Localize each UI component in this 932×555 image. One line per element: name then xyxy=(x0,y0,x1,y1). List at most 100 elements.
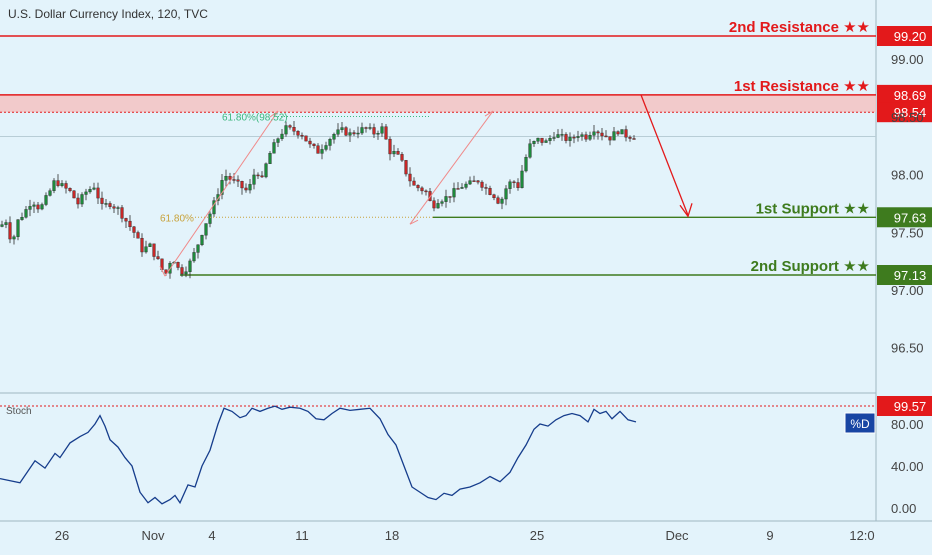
candle-body xyxy=(552,137,556,139)
fib-level-label-2: 61.80% xyxy=(160,213,194,224)
level-label-99.20: 2nd Resistance ★★ xyxy=(729,19,870,36)
candle-body xyxy=(268,152,272,164)
candle-body xyxy=(228,176,232,180)
price-badge-99.20 xyxy=(877,26,932,46)
candle-body xyxy=(128,220,132,228)
level-label-97.13: 2nd Support ★★ xyxy=(751,258,870,275)
candle-body xyxy=(516,182,520,188)
candle-body xyxy=(20,217,24,220)
candle-body xyxy=(344,127,348,136)
candle-body xyxy=(364,127,368,129)
candle-body xyxy=(384,126,388,140)
price-badge-text-97.63: 97.63 xyxy=(894,210,927,225)
candle-body xyxy=(100,197,104,204)
candle-body xyxy=(508,181,512,189)
candle-body xyxy=(316,145,320,154)
candle-body xyxy=(424,190,428,193)
candle-body xyxy=(324,145,328,150)
candle-body xyxy=(112,206,116,209)
price-tick-97.50: 97.50 xyxy=(891,225,924,240)
candle-body xyxy=(8,222,12,240)
candle-body xyxy=(184,271,188,275)
candle-body xyxy=(412,180,416,186)
candle-body xyxy=(332,133,336,140)
candle-body xyxy=(468,180,472,185)
price-badge-97.63 xyxy=(877,207,932,228)
candle-body xyxy=(492,194,496,199)
candle-body xyxy=(524,157,528,172)
stoch-line xyxy=(0,405,637,505)
level-label-98.69: 1st Resistance ★★ xyxy=(734,78,870,95)
candle-body xyxy=(68,188,72,192)
candle-body xyxy=(368,127,372,129)
candle-body xyxy=(136,232,140,239)
candle-body xyxy=(496,197,500,204)
candle-body xyxy=(548,138,552,141)
candle-body xyxy=(480,181,484,188)
price-tick-98.00: 98.00 xyxy=(891,168,924,183)
candle-body xyxy=(104,203,108,205)
candle-body xyxy=(132,226,136,233)
candle-body xyxy=(180,267,184,275)
candle-body xyxy=(284,125,288,135)
candle-body xyxy=(500,198,504,204)
candle-body xyxy=(304,135,308,142)
candle-body xyxy=(504,188,508,200)
candle-body xyxy=(432,200,436,209)
fib-extension-line-2 xyxy=(409,110,494,225)
candle-body xyxy=(288,125,292,128)
time-tick-9: 9 xyxy=(766,528,773,543)
price-badge-98.69 xyxy=(877,84,932,105)
candle-body xyxy=(200,234,204,246)
candle-body xyxy=(244,187,248,191)
candle-body xyxy=(572,136,576,139)
candle-body xyxy=(60,183,64,186)
candle-body xyxy=(224,176,228,181)
candle-body xyxy=(92,187,96,190)
candle-body xyxy=(340,127,344,130)
candle-body xyxy=(12,236,16,240)
candle-body xyxy=(44,195,48,205)
stoch-overbought-text: 99.57 xyxy=(894,399,927,414)
candle-body xyxy=(608,136,612,141)
fib-tail-1 xyxy=(159,265,166,277)
candle-body xyxy=(352,132,356,135)
candle-body xyxy=(296,131,300,136)
candle-body xyxy=(372,127,376,135)
projection-arrow-line xyxy=(640,94,689,216)
candle-body xyxy=(532,141,536,144)
candle-body xyxy=(336,129,340,135)
price-badge-text-98.54: 98.54 xyxy=(894,105,927,120)
candle-body xyxy=(84,191,88,195)
stoch-label: Stoch xyxy=(6,406,32,417)
candle-body xyxy=(116,207,120,209)
candle-body xyxy=(408,173,412,182)
stoch-overbought-badge xyxy=(877,396,932,416)
chart-grid xyxy=(0,0,932,522)
candle-body xyxy=(536,137,540,142)
candle-body xyxy=(260,175,264,178)
candle-body xyxy=(440,201,444,204)
candle-body xyxy=(528,143,532,158)
fib-extension-line-1 xyxy=(164,110,279,277)
candle-body xyxy=(148,243,152,247)
candle-body xyxy=(588,135,592,140)
candle-body xyxy=(544,140,548,143)
time-tick-18: 18 xyxy=(385,528,399,543)
candle-body xyxy=(512,181,516,184)
candle-body xyxy=(28,206,32,210)
price-badge-text-98.69: 98.69 xyxy=(894,88,927,103)
candle-body xyxy=(576,136,580,138)
candle-body xyxy=(460,187,464,189)
candle-body xyxy=(164,269,168,274)
price-tick-97.00: 97.00 xyxy=(891,283,924,298)
time-tick-4: 4 xyxy=(208,528,215,543)
time-tick-Dec: Dec xyxy=(665,528,689,543)
candle-body xyxy=(188,260,192,272)
candle-body xyxy=(520,170,524,188)
candle-body xyxy=(140,237,144,253)
stoch-panel: Stoch %D xyxy=(0,405,876,505)
candle-body xyxy=(232,179,236,181)
candle-body xyxy=(356,132,360,135)
time-tick-26: 26 xyxy=(55,528,69,543)
